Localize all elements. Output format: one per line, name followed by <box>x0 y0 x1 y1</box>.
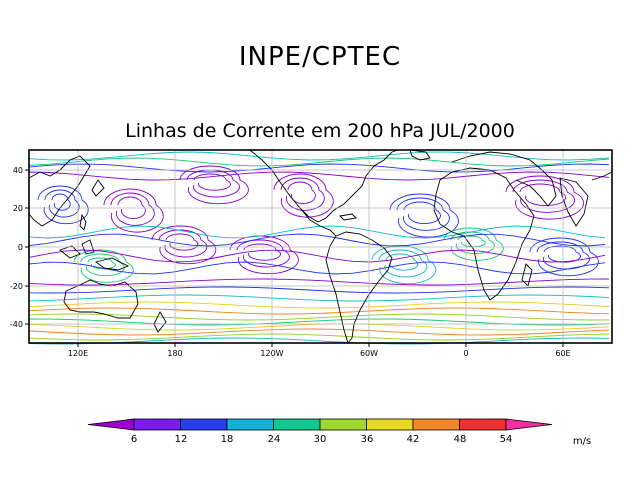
streamline <box>512 179 576 213</box>
colorbar: 6 12 18 24 30 36 42 48 54 m/s <box>87 418 591 447</box>
streamline <box>151 225 217 265</box>
streamline <box>389 193 459 238</box>
streamline <box>28 323 610 331</box>
streamline <box>385 253 419 271</box>
colorbar-label: 12 <box>175 434 188 445</box>
colorbar-cells <box>87 418 553 431</box>
streamline <box>80 253 125 276</box>
streamline <box>28 171 610 181</box>
streamline <box>28 157 610 167</box>
lon-label-120w: 120W <box>260 349 283 358</box>
colorbar-cell <box>459 418 507 431</box>
map-subtitle: Linhas de Corrente em 200 hPa JUL/2000 <box>125 120 515 142</box>
streamline <box>28 286 610 294</box>
streamline <box>73 249 134 283</box>
streamline <box>28 261 606 275</box>
streamline <box>28 301 610 309</box>
colorbar-cell <box>412 418 460 431</box>
streamline <box>519 183 567 207</box>
colorbar-units: m/s <box>573 436 591 447</box>
map-panel: 40 20 0 -20 -40 120E 180 120W 60W 0 60E <box>10 149 613 358</box>
streamline <box>117 196 146 219</box>
streamline <box>403 201 441 224</box>
colorbar-cell <box>180 418 228 431</box>
colorbar-label: 6 <box>131 434 137 445</box>
streamline <box>158 229 208 258</box>
lon-label-120e: 120E <box>68 349 88 358</box>
streamline <box>28 307 610 315</box>
streamline <box>186 169 240 198</box>
streamline <box>28 278 610 286</box>
streamline <box>193 173 231 191</box>
streamline <box>37 185 89 225</box>
colorbar-label: 30 <box>314 434 327 445</box>
page-title: INPE/CPTEC <box>238 42 402 72</box>
colorbar-cell <box>226 418 274 431</box>
streamline <box>28 294 610 302</box>
streamline <box>28 151 610 161</box>
lat-label-40s: -40 <box>10 320 23 329</box>
lon-label-60w: 60W <box>360 349 378 358</box>
lat-label-20n: 20 <box>13 204 23 213</box>
colorbar-labels: 6 12 18 24 30 36 42 48 54 <box>131 434 513 445</box>
colorbar-label: 54 <box>500 434 513 445</box>
streamline <box>28 249 606 263</box>
graticule <box>29 150 612 343</box>
colorbar-label: 36 <box>361 434 374 445</box>
streamline <box>396 197 450 231</box>
streamline <box>443 227 504 261</box>
streamline <box>287 181 316 204</box>
colorbar-label: 18 <box>221 434 234 445</box>
streamline <box>28 313 610 321</box>
lat-label-40n: 40 <box>13 166 23 175</box>
streamline <box>28 333 610 341</box>
streamline <box>87 257 116 270</box>
colorbar-label: 42 <box>407 434 420 445</box>
streamlines <box>28 151 610 345</box>
colorbar-label: 24 <box>268 434 281 445</box>
lon-label-0: 0 <box>463 349 468 358</box>
streamline <box>165 233 199 251</box>
colorbar-arrow-high <box>505 418 553 431</box>
streamline <box>505 175 584 220</box>
colorbar-cell <box>319 418 367 431</box>
streamline <box>28 328 610 336</box>
lon-label-180: 180 <box>167 349 182 358</box>
streamline <box>243 243 281 261</box>
continent-outlines <box>28 149 613 344</box>
colorbar-cell <box>133 418 181 431</box>
streamline <box>103 188 164 233</box>
lat-label-20s: -20 <box>10 282 23 291</box>
streamline <box>28 233 606 247</box>
streamline <box>529 237 599 277</box>
colorbar-arrow-low <box>87 418 135 431</box>
streamline <box>450 231 495 254</box>
colorbar-cell <box>273 418 321 431</box>
axis-ticks <box>25 169 564 347</box>
lon-label-60e: 60E <box>555 349 570 358</box>
streamline <box>28 163 610 173</box>
lat-label-0: 0 <box>18 243 23 252</box>
streamline <box>273 173 334 218</box>
colorbar-label: 48 <box>454 434 467 445</box>
streamline <box>51 193 71 211</box>
streamline <box>28 225 606 239</box>
colorbar-cell <box>366 418 414 431</box>
streamline <box>179 165 249 205</box>
